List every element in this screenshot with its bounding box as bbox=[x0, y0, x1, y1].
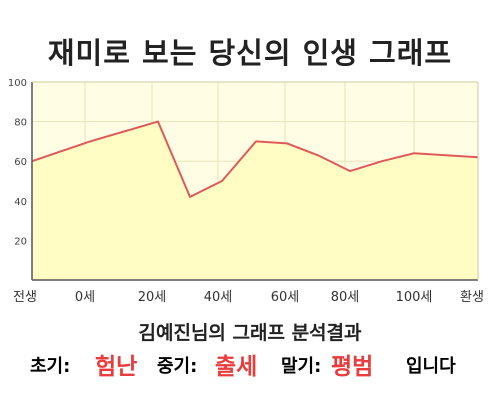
x-tick-label: 20세 bbox=[138, 290, 167, 305]
x-tick-labels: 전생 0세 20세 40세 60세 80세 100세 환생 bbox=[13, 290, 484, 305]
x-tick-label: 전생 bbox=[13, 290, 37, 305]
early-label: 초기: bbox=[30, 356, 71, 377]
early-value: 험난 bbox=[95, 354, 138, 380]
x-tick-label: 0세 bbox=[75, 290, 95, 305]
axes bbox=[31, 81, 479, 281]
late-label: 말기: bbox=[281, 356, 322, 377]
y-tick-labels: 20 40 60 80 100 bbox=[8, 78, 27, 247]
y-tick-label: 80 bbox=[14, 118, 27, 129]
y-tick-label: 100 bbox=[8, 78, 27, 89]
result-heading: 김예진님의 그래프 분석결과 bbox=[138, 322, 362, 344]
life-area-fill bbox=[32, 121, 478, 280]
x-tick-label: 80세 bbox=[331, 290, 360, 305]
y-tick-label: 20 bbox=[14, 236, 27, 247]
mid-label: 중기: bbox=[157, 356, 198, 377]
y-tick-label: 60 bbox=[14, 157, 27, 168]
x-tick-label: 100세 bbox=[396, 290, 433, 305]
life-line bbox=[31, 120, 479, 199]
y-tick-label: 40 bbox=[14, 197, 27, 208]
mid-value: 출세 bbox=[215, 354, 258, 380]
x-tick-label: 60세 bbox=[271, 290, 300, 305]
result-tail: 입니다 bbox=[406, 356, 456, 377]
chart-title: 재미로 보는 당신의 인생 그래프 bbox=[47, 36, 453, 70]
late-value: 평범 bbox=[331, 354, 374, 380]
x-tick-label: 환생 bbox=[460, 290, 484, 305]
x-tick-label: 40세 bbox=[204, 290, 233, 305]
